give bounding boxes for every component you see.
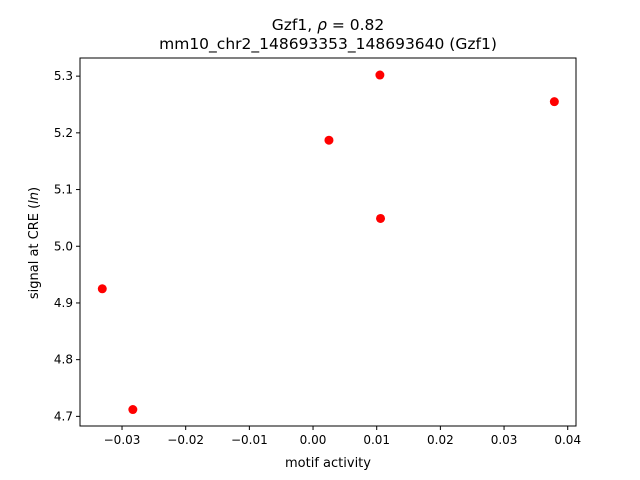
x-tick-label: −0.01 xyxy=(231,433,268,447)
data-point xyxy=(549,97,559,107)
y-tick-label: 4.8 xyxy=(54,353,73,367)
x-tick-label: 0.00 xyxy=(300,433,327,447)
x-tick-label: −0.02 xyxy=(167,433,204,447)
data-points xyxy=(97,70,559,415)
x-axis-label: motif activity xyxy=(285,456,371,471)
chart-title-line1: Gzf1, ρ = 0.82 xyxy=(272,16,385,34)
y-axis-label: signal at CRE (ln) xyxy=(27,187,42,299)
y-tick-label: 5.0 xyxy=(54,239,73,253)
plot-area-frame xyxy=(79,57,577,427)
y-tick-label: 5.1 xyxy=(54,183,73,197)
data-point xyxy=(376,213,386,223)
y-tick-label: 5.2 xyxy=(54,126,73,140)
data-point xyxy=(375,70,385,80)
data-point xyxy=(324,135,334,145)
chart-title-line2: mm10_chr2_148693353_148693640 (Gzf1) xyxy=(159,35,497,54)
x-tick-label: 0.03 xyxy=(491,433,518,447)
y-axis-ticks: 4.7 4.8 4.9 5.0 5.1 5.2 5.3 xyxy=(54,69,80,423)
y-tick-label: 4.7 xyxy=(54,409,73,423)
y-tick-label: 5.3 xyxy=(54,69,73,83)
data-point xyxy=(97,284,107,294)
x-tick-label: 0.02 xyxy=(427,433,454,447)
x-tick-label: 0.01 xyxy=(363,433,390,447)
x-axis-ticks: −0.03 −0.02 −0.01 0.00 0.01 0.02 0.03 0.04 xyxy=(104,426,581,447)
x-tick-label: 0.04 xyxy=(554,433,581,447)
data-point xyxy=(128,405,138,415)
x-tick-label: −0.03 xyxy=(104,433,141,447)
y-tick-label: 4.9 xyxy=(54,296,73,310)
